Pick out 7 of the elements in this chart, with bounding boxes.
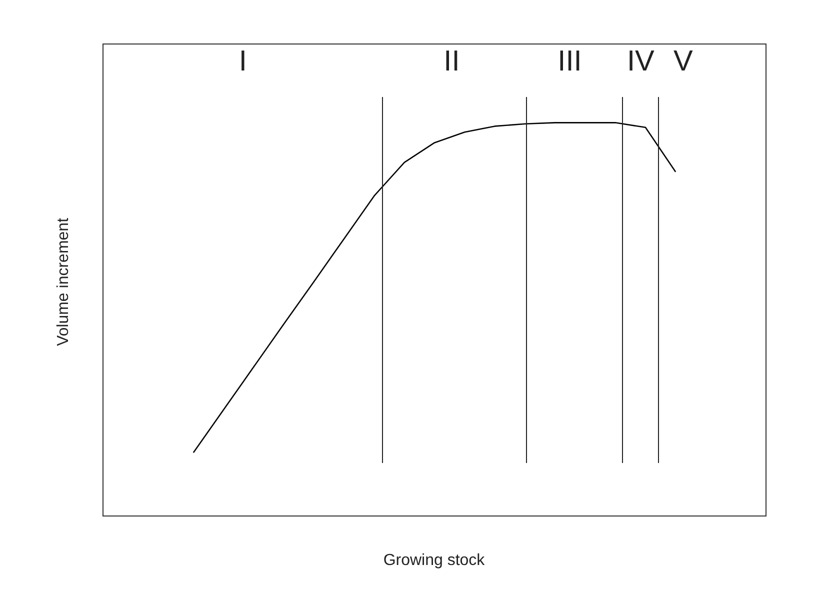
text: V: [673, 46, 693, 78]
text: IV: [626, 46, 654, 78]
x-axis-title: Growing stock: [383, 552, 485, 570]
y-axis-title: Volume increment: [55, 218, 73, 346]
text: I: [238, 46, 247, 78]
text: II: [444, 46, 460, 78]
text: III: [558, 46, 582, 78]
